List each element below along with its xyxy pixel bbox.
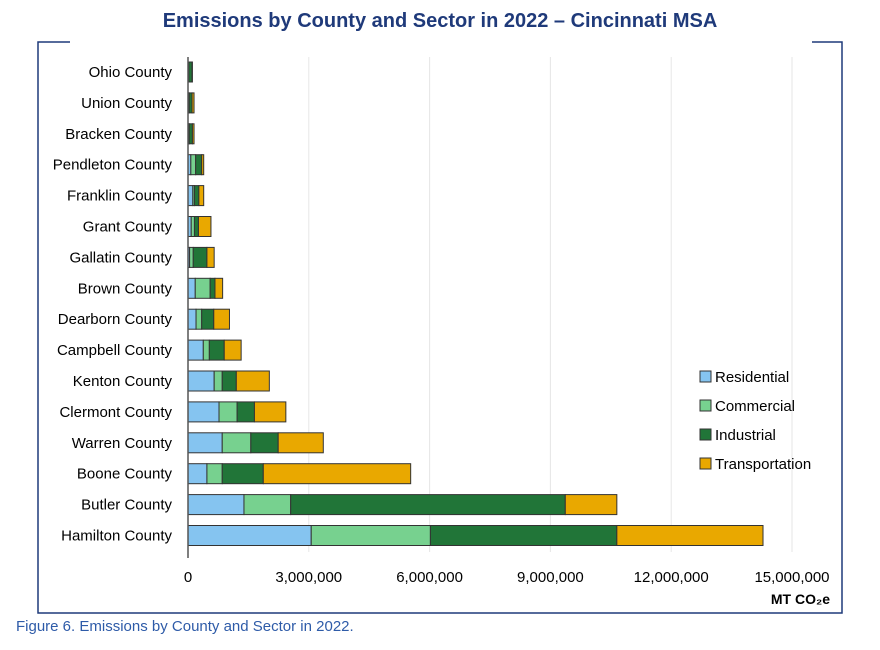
bar-segment-transportation <box>201 154 205 176</box>
y-category-label: Gallatin County <box>69 249 172 266</box>
y-category-label: Clermont County <box>59 404 172 421</box>
bar-segment-residential <box>187 370 215 392</box>
y-category-label: Hamilton County <box>61 528 172 545</box>
y-category-label: Butler County <box>81 497 172 514</box>
bar-segment-transportation <box>235 370 270 392</box>
bar-segment-transportation <box>564 494 618 516</box>
legend-label: Residential <box>715 369 789 386</box>
bar-segment-industrial <box>208 339 225 361</box>
bar-segment-industrial <box>192 246 208 268</box>
bar-segment-transportation <box>214 277 224 299</box>
bar-segment-industrial <box>221 463 264 485</box>
y-category-label: Warren County <box>72 435 173 452</box>
bar-segment-residential <box>187 525 312 546</box>
bar-segment-residential <box>187 494 245 516</box>
bar-segment-residential <box>187 432 223 454</box>
bar-segment-residential <box>187 277 196 299</box>
y-category-label: Pendleton County <box>53 157 173 174</box>
bar-segment-transportation <box>616 525 764 546</box>
bar-segment-industrial <box>221 370 237 392</box>
bar-segment-commercial <box>218 401 238 423</box>
bar-segment-industrial <box>236 401 255 423</box>
bar-segment-commercial <box>195 308 203 330</box>
bar-segment-residential <box>187 308 197 330</box>
bar-segment-transportation <box>191 123 195 145</box>
y-category-label: Dearborn County <box>58 311 173 328</box>
y-category-label: Boone County <box>77 466 173 483</box>
y-category-label: Campbell County <box>57 342 173 359</box>
y-category-label: Brown County <box>78 280 173 297</box>
y-category-label: Bracken County <box>65 126 172 143</box>
x-tick-label: 0 <box>184 569 192 586</box>
legend-swatch <box>699 457 712 470</box>
bar-segment-commercial <box>202 339 210 361</box>
y-category-label: Grant County <box>83 219 173 236</box>
x-tick-label: 15,000,000 <box>754 569 829 586</box>
chart-title: Emissions by County and Sector in 2022 –… <box>162 10 718 32</box>
bar-segment-industrial <box>193 216 199 237</box>
bar-segment-transportation <box>277 432 324 454</box>
bar-segment-commercial <box>194 277 211 299</box>
legend-label: Commercial <box>715 398 795 415</box>
bar-segment-industrial <box>429 525 618 546</box>
bar-segment-transportation <box>197 216 212 237</box>
bar-segment-industrial <box>193 185 200 207</box>
x-tick-label: 3,000,000 <box>275 569 342 586</box>
bar-segment-transportation <box>253 401 287 423</box>
bar-segment-industrial <box>201 308 215 330</box>
y-category-label: Ohio County <box>89 64 173 81</box>
bar-segment-residential <box>187 463 208 485</box>
bar-segment-industrial <box>209 277 216 299</box>
legend-label: Transportation <box>715 456 811 473</box>
x-tick-label: 12,000,000 <box>634 569 709 586</box>
bar-segment-residential <box>187 401 220 423</box>
bar-segment-industrial <box>290 494 566 516</box>
bar-segment-transportation <box>223 339 242 361</box>
bar-segment-commercial <box>206 463 223 485</box>
bar-segment-commercial <box>310 525 431 546</box>
legend-swatch <box>699 370 712 383</box>
x-tick-label: 6,000,000 <box>396 569 463 586</box>
x-axis-label: MT CO₂e <box>771 591 830 607</box>
legend-swatch <box>699 428 712 441</box>
bar-segment-residential <box>187 339 204 361</box>
bar-segment-commercial <box>221 432 252 454</box>
figure-caption: Figure 6. Emissions by County and Sector… <box>16 618 354 635</box>
x-tick-label: 9,000,000 <box>517 569 584 586</box>
bar-segment-transportation <box>191 92 195 114</box>
bar-segment-industrial <box>250 432 279 454</box>
bar-segment-transportation <box>198 185 205 207</box>
y-category-label: Union County <box>81 95 172 112</box>
bar-segment-commercial <box>190 154 197 176</box>
y-category-label: Kenton County <box>73 373 173 390</box>
chart-frame <box>37 41 843 614</box>
bar-segment-commercial <box>213 370 223 392</box>
bar-segment-industrial <box>195 154 203 176</box>
legend-label: Industrial <box>715 427 776 444</box>
bar-segment-transportation <box>206 246 215 268</box>
bar-segment-commercial <box>189 246 194 268</box>
y-category-label: Franklin County <box>67 188 173 205</box>
bar-segment-transportation <box>213 308 230 330</box>
bar-segment-commercial <box>243 494 292 516</box>
legend-swatch <box>699 399 712 412</box>
bar-segment-transportation <box>262 463 412 485</box>
